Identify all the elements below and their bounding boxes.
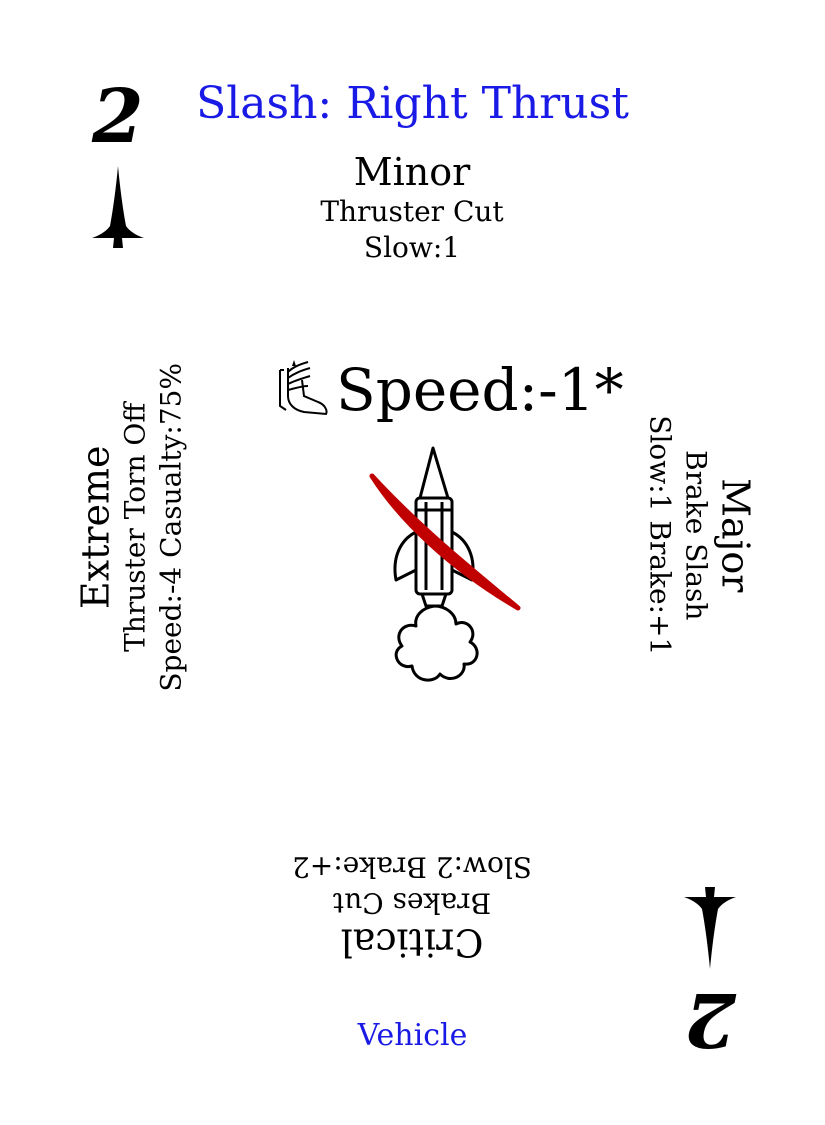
minor-severity: Minor bbox=[353, 150, 471, 194]
corner-index-bottom: 2 bbox=[680, 876, 740, 1062]
result-major: Major Brake Slash Slow:1 Brake:+1 bbox=[641, 335, 758, 735]
speed-modifier-row: Speed:-1* bbox=[274, 355, 624, 425]
rank-bottom: 2 bbox=[684, 976, 737, 1062]
result-critical: Critical Brakes Cut Slow:2 Brake:+2 bbox=[212, 848, 612, 965]
rocket-icon bbox=[369, 446, 521, 682]
card-category: Vehicle bbox=[357, 1018, 468, 1053]
extreme-effect: Thruster Torn Off bbox=[118, 402, 152, 652]
major-stats: Slow:1 Brake:+1 bbox=[643, 415, 677, 656]
result-extreme: Extreme Thruster Torn Off Speed:-4 Casua… bbox=[73, 327, 191, 727]
extreme-severity: Extreme bbox=[73, 445, 118, 610]
spade-pip-icon bbox=[92, 166, 144, 248]
minor-effect: Thruster Cut bbox=[320, 194, 504, 228]
critical-stats: Slow:2 Brake:+2 bbox=[292, 850, 533, 884]
major-severity: Major bbox=[713, 478, 758, 593]
minor-stats: Slow:1 bbox=[363, 231, 461, 265]
critical-effect: Brakes Cut bbox=[332, 886, 492, 920]
rank-top: 2 bbox=[92, 74, 144, 160]
card-title: Slash: Right Thrust bbox=[196, 78, 629, 129]
winged-boot-icon bbox=[279, 360, 328, 416]
extreme-stats: Speed:-4 Casualty:75% bbox=[154, 362, 188, 692]
critical-severity: Critical bbox=[340, 920, 484, 965]
major-effect: Brake Slash bbox=[679, 450, 713, 621]
result-minor: Minor Thruster Cut Slow:1 bbox=[212, 150, 612, 267]
speed-modifier-text: Speed:-1* bbox=[336, 356, 624, 424]
spade-pip-icon bbox=[684, 887, 736, 969]
